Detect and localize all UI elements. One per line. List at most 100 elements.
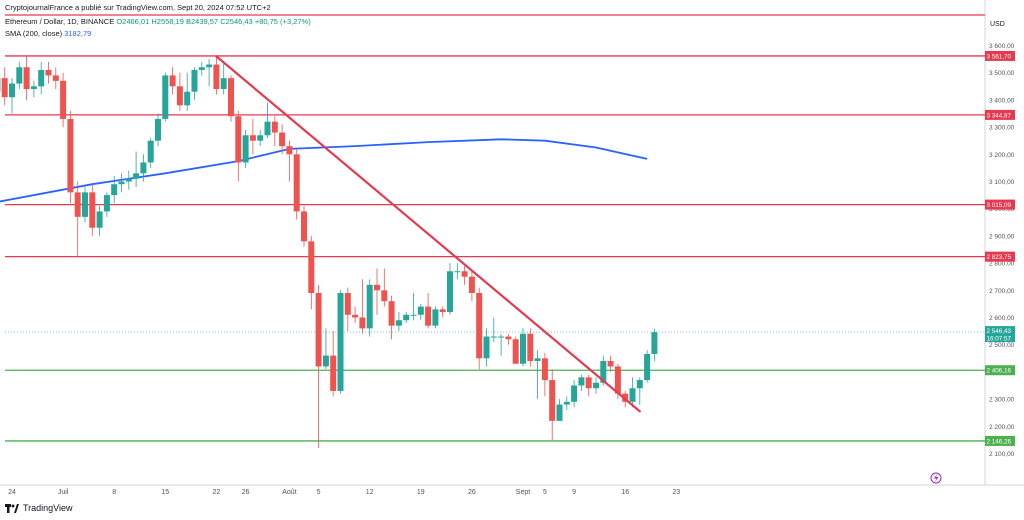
- candle-up: [38, 69, 45, 87]
- candle-down: [330, 355, 337, 391]
- y-tick-label: 3 500,00: [989, 70, 1015, 77]
- candle-up: [483, 336, 490, 359]
- candle-up: [147, 140, 154, 163]
- candle-down: [388, 301, 395, 326]
- published-line: CryptojournalFrance a publié sur Trading…: [5, 3, 271, 12]
- footer-brand[interactable]: TradingView: [5, 503, 73, 513]
- candle-up: [593, 382, 599, 389]
- x-tick-label: 22: [213, 489, 221, 496]
- candle-up: [16, 67, 23, 84]
- candle-down: [213, 64, 220, 90]
- candle-up: [257, 135, 264, 141]
- level-price-label: 3 561,70: [987, 53, 1012, 60]
- y-tick-label: 2 100,00: [989, 451, 1015, 458]
- y-tick-label: 3 200,00: [989, 152, 1015, 159]
- x-tick-label: Juil: [58, 489, 69, 496]
- sma-label: SMA (200, close): [5, 29, 63, 38]
- candle-down: [74, 192, 81, 217]
- candle-up: [563, 401, 570, 405]
- symbol-name: Ethereum / Dollar, 1D, BINANCE: [5, 17, 115, 26]
- y-tick-label: 3 400,00: [989, 97, 1015, 104]
- candle-up: [490, 336, 497, 338]
- candle-up: [155, 118, 161, 141]
- x-tick-label: 5: [543, 489, 547, 496]
- candle-up: [140, 162, 147, 174]
- candle-up: [337, 293, 344, 391]
- candle-up: [600, 361, 607, 383]
- sma-legend: SMA (200, close) 3182,79: [5, 29, 91, 38]
- candle-down: [439, 309, 446, 313]
- level-price-label: 3 344,87: [987, 112, 1012, 119]
- ohlc-low: B2439,57: [185, 17, 219, 26]
- candle-up: [432, 309, 439, 326]
- candle-down: [271, 121, 278, 133]
- candle-up: [578, 377, 585, 386]
- last-price-tag: [985, 326, 1015, 343]
- candle-up: [322, 355, 329, 367]
- candle-up: [111, 184, 118, 196]
- candle-up: [454, 271, 461, 273]
- candle-up: [220, 78, 227, 90]
- candle-down: [585, 377, 592, 389]
- candle-down: [89, 192, 96, 228]
- plot-background: [5, 14, 985, 485]
- candle-down: [249, 135, 256, 141]
- candle-down: [425, 306, 432, 326]
- candle-down: [235, 116, 242, 163]
- candle-up: [30, 86, 37, 90]
- y-tick-label: 2 200,00: [989, 424, 1015, 431]
- candle-up: [125, 178, 132, 182]
- x-tick-label: 9: [572, 489, 576, 496]
- candle-down: [374, 284, 380, 291]
- candle-down: [344, 293, 351, 315]
- candle-down: [301, 211, 307, 242]
- ohlc-change: +80,75 (+3,27%): [254, 17, 311, 26]
- candle-down: [512, 339, 519, 364]
- level-price-label: 2 146,26: [987, 438, 1012, 445]
- candle-up: [118, 181, 125, 185]
- candle-up: [520, 333, 526, 364]
- brand-label: TradingView: [23, 503, 73, 513]
- level-price-label: 2 406,16: [987, 368, 1012, 375]
- candle-down: [228, 78, 234, 117]
- x-tick-label: 15: [161, 489, 169, 496]
- candle-down: [60, 80, 67, 119]
- candle-up: [556, 404, 563, 421]
- candle-up: [417, 306, 424, 315]
- level-price-tag: [985, 251, 1015, 262]
- candle-up: [498, 336, 505, 338]
- candle-down: [1, 78, 8, 98]
- ohlc-close: C2546,43: [220, 17, 253, 26]
- y-tick-label: 3 600,00: [989, 43, 1015, 50]
- x-tick-label: 12: [366, 489, 374, 496]
- x-tick-label: Sept: [516, 489, 530, 496]
- level-price-tag: [985, 50, 1015, 61]
- candle-up: [534, 358, 541, 362]
- y-tick-label: 2 800,00: [989, 261, 1015, 268]
- level-price-tag: [985, 109, 1015, 120]
- x-tick-label: 24: [8, 489, 16, 496]
- y-tick-label: 2 500,00: [989, 342, 1015, 349]
- candle-down: [468, 276, 475, 294]
- x-tick-label: Août: [282, 489, 296, 496]
- candle-down: [45, 69, 52, 76]
- candle-down: [293, 154, 300, 212]
- descending-trendline: [215, 55, 641, 413]
- candle-down: [381, 290, 388, 302]
- candle-down: [176, 86, 183, 106]
- currency-label: USD: [990, 21, 1005, 28]
- candle-up: [103, 195, 110, 212]
- ohlc-open: O2466,01: [116, 17, 150, 26]
- sma-200-line: [0, 138, 648, 203]
- level-price-tag: [985, 365, 1015, 376]
- x-tick-label: 16: [621, 489, 629, 496]
- y-tick-label: 3 300,00: [989, 125, 1015, 132]
- y-tick-label: 2 900,00: [989, 233, 1015, 240]
- level-price-label: 3 015,09: [987, 202, 1012, 209]
- candle-up: [447, 271, 453, 313]
- candle-down: [286, 146, 293, 155]
- y-tick-label: 3 000,00: [989, 206, 1015, 213]
- level-price-label: 2 823,75: [987, 254, 1012, 261]
- candle-up: [403, 314, 410, 321]
